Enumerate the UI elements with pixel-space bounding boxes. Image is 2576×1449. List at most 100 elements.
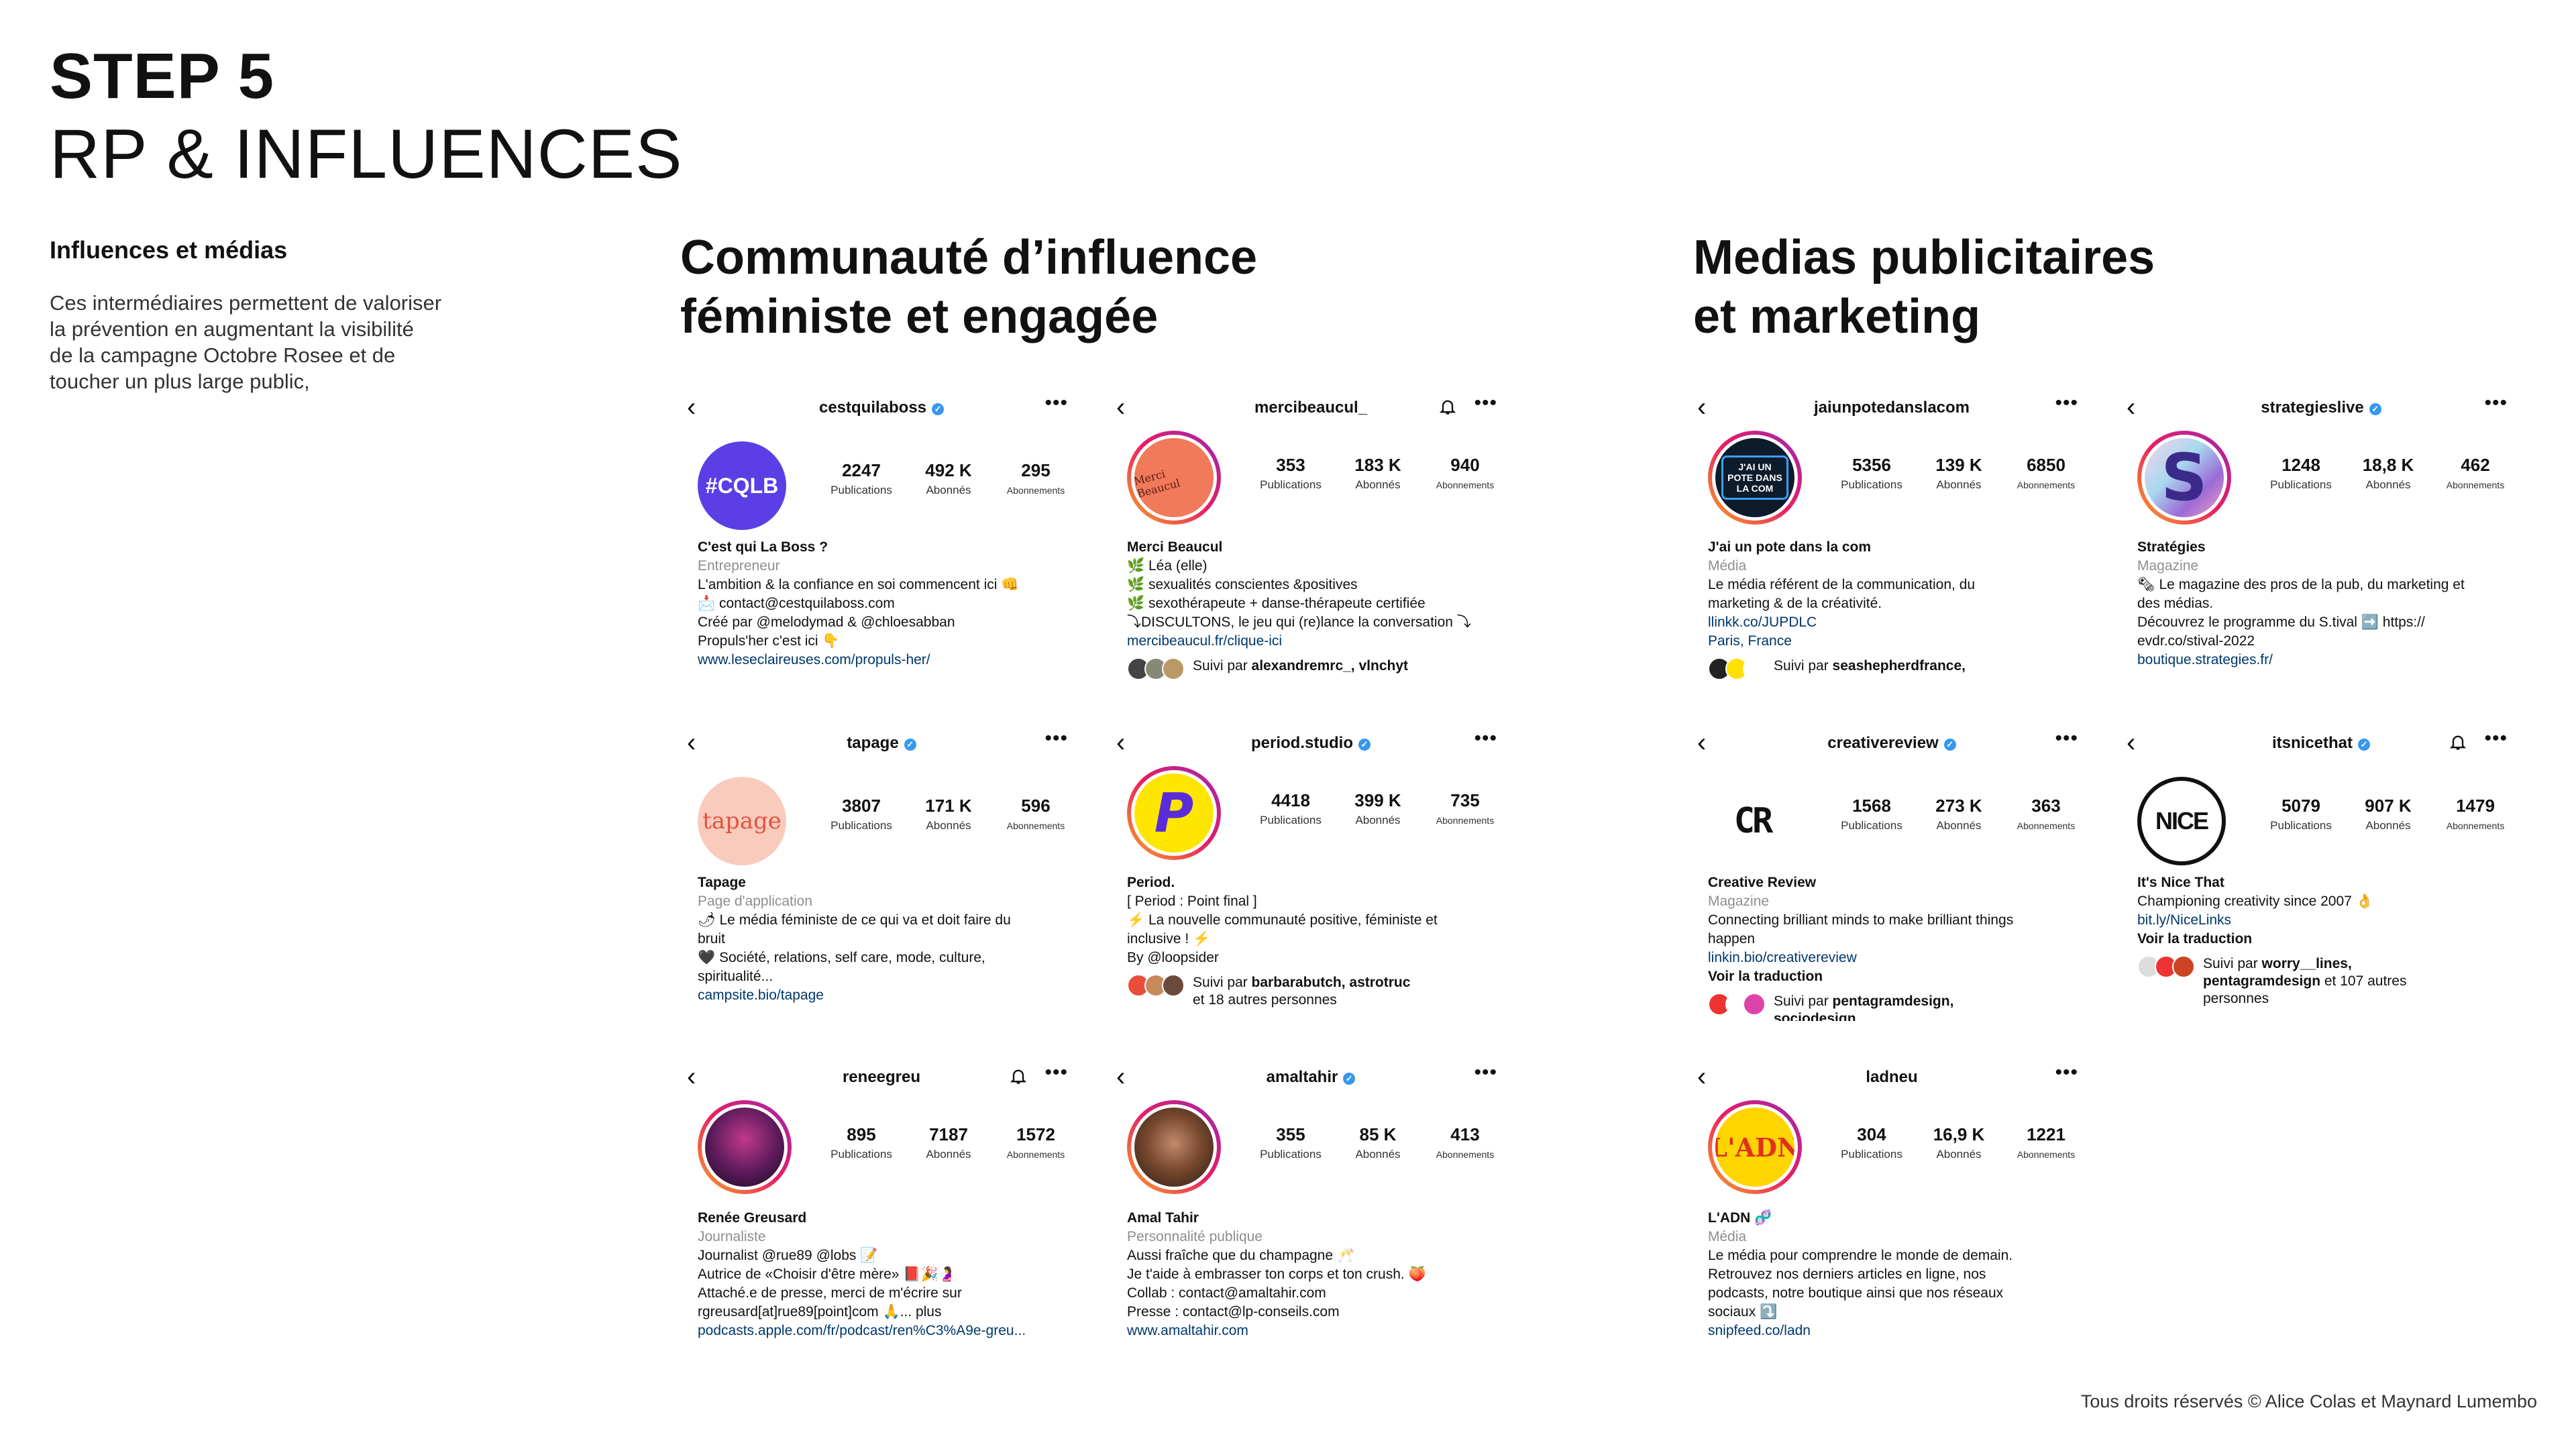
more-options-icon[interactable]: ••• <box>1474 727 1497 749</box>
back-arrow-icon[interactable]: ‹ <box>1697 1062 1707 1091</box>
more-options-icon[interactable]: ••• <box>1044 1061 1068 1083</box>
stat-publications[interactable]: 353 Publications <box>1260 455 1322 491</box>
back-arrow-icon[interactable]: ‹ <box>1116 392 1126 422</box>
stat-abonnes[interactable]: 273 K Abonnés <box>1935 796 1982 832</box>
stat-abonnes[interactable]: 16,9 K Abonnés <box>1933 1124 1985 1161</box>
back-arrow-icon[interactable]: ‹ <box>1116 728 1126 757</box>
profile-card-reneegreu: ‹ reneegreu ••• 895 Publications 7187 Abon… <box>687 1060 1089 1355</box>
bell-icon[interactable] <box>1438 397 1457 416</box>
more-options-icon[interactable]: ••• <box>2055 727 2078 749</box>
stat-publications[interactable]: 355 Publications <box>1260 1124 1322 1161</box>
bio-link[interactable]: mercibeaucul.fr/clique-ici <box>1127 633 1283 649</box>
followed-by[interactable]: Suivi par seashepherdfrance, <box>1708 657 2097 680</box>
stat-abonnements[interactable]: 462 Abonnements <box>2446 455 2505 490</box>
bio-link[interactable]: bit.ly/NiceLinks <box>2137 912 2232 928</box>
bio-link[interactable]: campsite.bio/tapage <box>698 987 824 1003</box>
avatar[interactable]: CR <box>1708 777 1796 865</box>
stat-abonnements[interactable]: 413 Abonnements <box>1436 1124 1495 1160</box>
bio-link[interactable]: www.amaltahir.com <box>1127 1323 1248 1338</box>
followed-by[interactable]: Suivi par alexandremrc_, vlnchyt <box>1127 657 1516 680</box>
back-arrow-icon[interactable]: ‹ <box>1697 392 1707 422</box>
more-options-icon[interactable]: ••• <box>2484 727 2508 749</box>
stat-abonnements[interactable]: 940 Abonnements <box>1436 455 1495 490</box>
avatar[interactable] <box>698 1100 792 1194</box>
avatar[interactable]: P <box>1127 766 1221 860</box>
followed-by[interactable]: Suivi par barbarabutch, astrotruc et 18 a… <box>1127 974 1516 1009</box>
more-options-icon[interactable]: ••• <box>2484 392 2508 414</box>
section-subtitle: RP & INFLUENCES <box>50 115 683 193</box>
stat-abonnements[interactable]: 363 Abonnements <box>2017 796 2076 831</box>
stat-abonnes[interactable]: 85 K Abonnés <box>1355 1124 1401 1161</box>
stat-abonnes[interactable]: 399 K Abonnés <box>1354 790 1401 826</box>
stat-publications[interactable]: 2247 Publications <box>830 460 892 496</box>
stat-abonnements[interactable]: 596 Abonnements <box>1006 796 1065 831</box>
more-options-icon[interactable]: ••• <box>1474 392 1497 414</box>
stat-abonnes[interactable]: 139 K Abonnés <box>1935 455 1982 491</box>
avatar-logo-text: CR <box>1733 801 1774 841</box>
stat-publications[interactable]: 895 Publications <box>830 1124 892 1161</box>
stat-abonnements[interactable]: 735 Abonnements <box>1436 790 1495 826</box>
bio-link[interactable]: podcasts.apple.com/fr/podcast/ren%C3%A9e… <box>698 1323 1026 1338</box>
back-arrow-icon[interactable]: ‹ <box>1116 1062 1126 1091</box>
bell-icon[interactable] <box>2449 733 2467 751</box>
stat-publications[interactable]: 304 Publications <box>1841 1124 1902 1161</box>
stat-abonnes[interactable]: 183 K Abonnés <box>1354 455 1401 491</box>
back-arrow-icon[interactable]: ‹ <box>2127 392 2136 422</box>
avatar[interactable]: #CQLB <box>698 441 786 530</box>
avatar[interactable]: tapage <box>698 777 786 865</box>
stat-publications[interactable]: 5356 Publications <box>1841 455 1902 491</box>
stat-abonnes[interactable]: 492 K Abonnés <box>925 460 972 496</box>
stat-abonnements[interactable]: 1221 Abonnements <box>2017 1124 2076 1160</box>
more-options-icon[interactable]: ••• <box>2055 1061 2078 1083</box>
location-link[interactable]: Paris, France <box>1708 633 1792 649</box>
stat-abonnes[interactable]: 18,8 K Abonnés <box>2362 455 2414 491</box>
bio-link[interactable]: www.leseclaireuses.com/propuls-her/ <box>698 652 930 667</box>
avatar[interactable]: Merci Beaucul <box>1127 431 1221 525</box>
avatar-logo-text: tapage <box>702 808 782 835</box>
verified-badge-icon: ✓ <box>1943 739 1956 751</box>
more-options-icon[interactable]: ••• <box>1044 727 1068 749</box>
more-options-icon[interactable]: ••• <box>1474 1061 1497 1083</box>
intro-heading: Influences et médias <box>50 236 288 264</box>
stat-abonnes[interactable]: 171 K Abonnés <box>925 796 972 832</box>
back-arrow-icon[interactable]: ‹ <box>687 728 696 757</box>
stat-abonnes[interactable]: 7187 Abonnés <box>926 1124 971 1161</box>
profile-handle: reneegreu <box>842 1068 921 1086</box>
bell-icon[interactable] <box>1009 1067 1028 1085</box>
stat-abonnements[interactable]: 1479 Abonnements <box>2446 796 2505 831</box>
profile-card-amaltahir: ‹ amaltahir ✓ ••• 355 Publications 85 K Abo… <box>1116 1060 1519 1355</box>
avatar[interactable]: S <box>2137 431 2231 525</box>
stat-publications[interactable]: 4418 Publications <box>1260 790 1322 826</box>
more-options-icon[interactable]: ••• <box>1044 392 1068 414</box>
verified-badge-icon: ✓ <box>2369 403 2381 415</box>
profile-card-tapage: ‹ tapage ✓ ••• tapage 3807 Publications 17… <box>687 726 1089 1021</box>
profile-bio: L'ADN 🧬 Média Le média pour comprendre l… <box>1708 1209 2097 1340</box>
stat-abonnements[interactable]: 1572 Abonnements <box>1006 1124 1065 1160</box>
back-arrow-icon[interactable]: ‹ <box>687 392 696 422</box>
more-options-icon[interactable]: ••• <box>2055 392 2078 414</box>
translate-link[interactable]: Voir la traduction <box>1708 969 1823 984</box>
stat-publications[interactable]: 5079 Publications <box>2270 796 2332 832</box>
bio-link[interactable]: boutique.strategies.fr/ <box>2137 652 2273 667</box>
bio-link[interactable]: snipfeed.co/ladn <box>1708 1323 1811 1338</box>
stat-abonnements[interactable]: 6850 Abonnements <box>2017 455 2076 490</box>
bio-link[interactable]: linkin.bio/creativereview <box>1708 950 1857 965</box>
bio-link[interactable]: llinkk.co/JUPDLC <box>1708 614 1817 630</box>
avatar[interactable] <box>1127 1100 1221 1194</box>
back-arrow-icon[interactable]: ‹ <box>2127 728 2136 757</box>
stat-publications[interactable]: 1568 Publications <box>1841 796 1902 832</box>
avatar[interactable]: J'AI UN POTE DANS LA COM <box>1708 431 1802 525</box>
stat-abonnes[interactable]: 907 K Abonnés <box>2365 796 2412 832</box>
stat-abonnements[interactable]: 295 Abonnements <box>1006 460 1065 496</box>
profile-card-ladneu: ‹ ladneu ••• L'ADN 304 Publications 16,9 … <box>1697 1060 2100 1355</box>
stat-publications[interactable]: 3807 Publications <box>830 796 892 832</box>
stat-publications[interactable]: 1248 Publications <box>2270 455 2332 491</box>
translate-link[interactable]: Voir la traduction <box>2137 931 2253 947</box>
followed-by[interactable]: Suivi par worry__lines, pentagramdesign e… <box>2137 955 2526 1008</box>
followed-by[interactable]: Suivi par pentagramdesign, sociodesign <box>1708 993 2097 1021</box>
back-arrow-icon[interactable]: ‹ <box>687 1062 696 1091</box>
avatar[interactable]: NICE <box>2137 777 2226 865</box>
avatar[interactable]: L'ADN <box>1708 1100 1802 1194</box>
profile-card-creativereview: ‹ creativereview ✓ ••• CR 1568 Publication… <box>1697 726 2100 1021</box>
back-arrow-icon[interactable]: ‹ <box>1697 728 1707 757</box>
